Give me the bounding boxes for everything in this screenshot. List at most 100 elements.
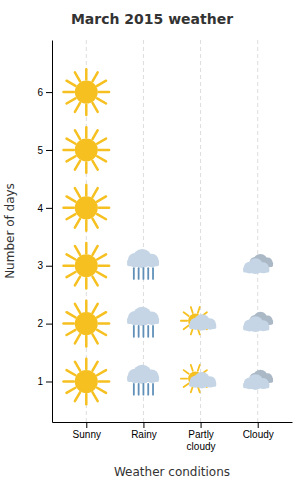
grid-line bbox=[257, 40, 258, 422]
x-axis: SunnyRainyPartlycloudyCloudy bbox=[53, 422, 293, 452]
tick-label: 5 bbox=[37, 145, 43, 156]
tick: 2 bbox=[37, 318, 52, 329]
sun-ray bbox=[63, 149, 73, 152]
tick-label: 2 bbox=[37, 318, 43, 329]
cloud bbox=[243, 258, 269, 274]
tick: 6 bbox=[37, 87, 52, 98]
sun-ray bbox=[93, 392, 98, 401]
sun-ray bbox=[99, 149, 109, 152]
cloud-bump bbox=[204, 376, 215, 387]
tick: 1 bbox=[37, 376, 52, 387]
icon bbox=[63, 69, 109, 115]
sun-ray bbox=[75, 362, 80, 371]
sun-ray bbox=[67, 388, 76, 393]
tick: Rainy bbox=[131, 422, 157, 440]
sun-ray bbox=[93, 130, 98, 139]
pictogram-column bbox=[127, 249, 159, 395]
cloud bbox=[243, 374, 269, 390]
tick-label-line: Cloudy bbox=[243, 429, 274, 440]
tick-label: Sunny bbox=[73, 429, 101, 440]
icon bbox=[127, 307, 159, 337]
sun bbox=[181, 307, 210, 334]
sun-ray bbox=[97, 312, 106, 317]
sun-ray bbox=[93, 362, 98, 371]
cloud-bump bbox=[258, 320, 269, 331]
sun-ray bbox=[97, 196, 106, 201]
cloud-bump bbox=[258, 262, 269, 273]
icon bbox=[63, 127, 109, 173]
cloud-bump bbox=[145, 369, 158, 382]
sun-body bbox=[75, 81, 98, 104]
sun-ray bbox=[75, 219, 80, 228]
tick-label: 1 bbox=[37, 376, 43, 387]
sun bbox=[63, 127, 109, 173]
tick: 5 bbox=[37, 145, 52, 156]
sun-ray bbox=[85, 278, 88, 288]
sun-ray bbox=[198, 307, 200, 313]
rain-streak bbox=[138, 326, 140, 337]
sun-ray bbox=[85, 394, 88, 404]
sun-ray bbox=[85, 301, 88, 311]
tick-mark bbox=[46, 266, 52, 267]
cloud bbox=[189, 372, 216, 388]
sun-ray bbox=[85, 127, 88, 137]
tick-mark bbox=[46, 324, 52, 325]
pictogram-column bbox=[181, 307, 216, 392]
icon bbox=[181, 365, 216, 392]
sun-ray bbox=[99, 207, 109, 210]
icon bbox=[63, 301, 109, 347]
sun-ray bbox=[67, 98, 76, 103]
sun-ray bbox=[99, 264, 109, 267]
sun-body bbox=[75, 254, 98, 277]
icon bbox=[243, 254, 273, 274]
tick-mark bbox=[201, 422, 202, 428]
y-axis-title: Number of days bbox=[3, 183, 17, 279]
sun-ray bbox=[75, 103, 80, 112]
pictogram-column bbox=[63, 69, 109, 404]
sun-ray bbox=[67, 156, 76, 161]
title: March 2015 weather bbox=[71, 11, 233, 27]
icon bbox=[63, 185, 109, 231]
cloud-bump bbox=[204, 318, 215, 329]
sun-ray bbox=[93, 161, 98, 170]
sun-ray bbox=[75, 392, 80, 401]
tick: 3 bbox=[37, 260, 52, 271]
tick-label: 3 bbox=[37, 260, 43, 271]
chart: 123456SunnyRainyPartlycloudyCloudyMarch … bbox=[0, 0, 304, 488]
sun bbox=[63, 69, 109, 115]
sun-ray bbox=[67, 196, 76, 201]
sun-ray bbox=[93, 277, 98, 286]
sun-ray bbox=[85, 243, 88, 253]
sun-ray bbox=[97, 214, 106, 219]
sun-ray bbox=[184, 370, 189, 374]
sun-ray bbox=[75, 130, 80, 139]
icon bbox=[63, 243, 109, 289]
sun-ray bbox=[99, 91, 109, 94]
sun-ray bbox=[67, 214, 76, 219]
tick-label: 6 bbox=[37, 87, 43, 98]
sun-ray bbox=[67, 254, 76, 259]
rain-streak bbox=[143, 326, 145, 337]
sun-ray bbox=[181, 320, 187, 322]
sun-ray bbox=[67, 272, 76, 277]
tick-label: Cloudy bbox=[243, 429, 274, 440]
sun-ray bbox=[63, 264, 73, 267]
tick-label-line: Rainy bbox=[131, 429, 157, 440]
sun-ray bbox=[67, 81, 76, 86]
sun-ray bbox=[85, 185, 88, 195]
grid-line bbox=[143, 40, 144, 422]
sun bbox=[63, 359, 109, 405]
icon bbox=[181, 307, 216, 334]
rain-streak bbox=[147, 384, 149, 395]
sun-ray bbox=[93, 188, 98, 197]
y-axis: 123456 bbox=[37, 41, 52, 423]
tick-mark bbox=[258, 422, 259, 428]
axis-line bbox=[53, 422, 293, 423]
sun-ray bbox=[85, 105, 88, 115]
rain-streak bbox=[152, 326, 154, 337]
tick-mark bbox=[86, 422, 87, 428]
sun-ray bbox=[75, 277, 80, 286]
sun-ray bbox=[63, 380, 73, 383]
icon bbox=[127, 249, 159, 279]
sun-ray bbox=[184, 312, 189, 316]
